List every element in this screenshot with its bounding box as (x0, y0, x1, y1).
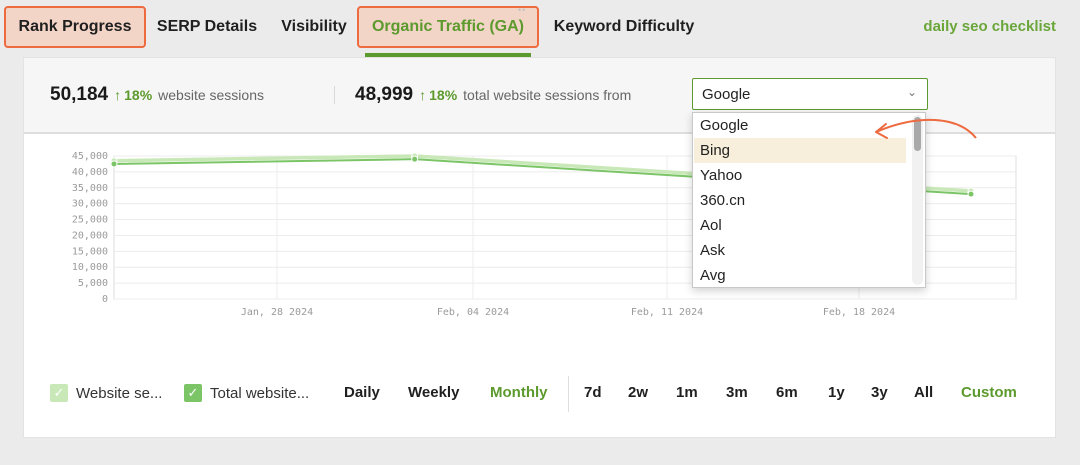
granularity-daily[interactable]: Daily (344, 384, 380, 401)
range-3m[interactable]: 3m (726, 384, 748, 401)
x-tick-label: Feb, 04 2024 (437, 307, 509, 318)
y-tick-label: 25,000 (72, 215, 108, 226)
series-point (967, 190, 975, 198)
y-tick-label: 30,000 (72, 199, 108, 210)
sessions-change: 18% (124, 87, 153, 103)
total-sessions-value: 48,999 (355, 84, 414, 105)
tab-serp-details[interactable]: SERP Details (156, 18, 258, 35)
range-1m[interactable]: 1m (676, 384, 698, 401)
source-option-google[interactable]: Google (700, 117, 749, 134)
tab-rank-progress[interactable]: Rank Progress (4, 6, 146, 48)
y-tick-label: 15,000 (72, 246, 108, 257)
scrollbar-thumb[interactable] (914, 117, 921, 151)
checkbox-checked-icon[interactable]: ✓ (184, 384, 202, 402)
checkbox-checked-icon[interactable]: ✓ (50, 384, 68, 402)
sessions-label: website sessions (158, 87, 264, 103)
website-sessions-stat: 50,184 ↑ 18% website sessions (50, 84, 264, 106)
daily-seo-checklist-link[interactable]: daily seo checklist (923, 18, 1056, 35)
x-tick-label: Jan, 28 2024 (241, 307, 313, 318)
chevron-down-icon: ⌄ (906, 85, 917, 99)
source-option-avg[interactable]: Avg (700, 267, 726, 284)
x-tick-label: Feb, 11 2024 (631, 307, 703, 318)
range-6m[interactable]: 6m (776, 384, 798, 401)
chart-controls: ✓ Website se... ✓ Total website... Daily… (24, 376, 1055, 416)
tab-bar: Rank Progress SERP Details Visibility Or… (0, 0, 1080, 58)
range-3y[interactable]: 3y (871, 384, 888, 401)
stats-bar: 50,184 ↑ 18% website sessions 48,999 ↑ 1… (24, 58, 1055, 134)
granularity-weekly[interactable]: Weekly (408, 384, 460, 401)
tab-keyword-difficulty[interactable]: Keyword Difficulty (553, 18, 695, 35)
legend-website-sessions[interactable]: ✓ Website se... (50, 384, 162, 402)
arrow-up-icon: ↑ (114, 87, 122, 103)
legend-label: Total website... (210, 384, 310, 402)
y-tick-label: 10,000 (72, 262, 108, 273)
legend-total-sessions[interactable]: ✓ Total website... (184, 384, 309, 402)
total-sessions-change: 18% (429, 87, 458, 103)
granularity-monthly[interactable]: Monthly (490, 384, 548, 401)
total-sessions-stat: 48,999 ↑ 18% total website sessions from (355, 84, 631, 106)
range-custom[interactable]: Custom (961, 384, 1017, 401)
y-tick-label: 40,000 (72, 167, 108, 178)
range-1y[interactable]: 1y (828, 384, 845, 401)
y-tick-label: 45,000 (72, 151, 108, 162)
source-option-360cn[interactable]: 360.cn (700, 192, 746, 209)
y-tick-label: 35,000 (72, 183, 108, 194)
dropdown-scrollbar[interactable] (912, 115, 923, 285)
drag-handle-icon[interactable]: •• (518, 5, 527, 15)
arrow-up-icon: ↑ (419, 87, 427, 103)
range-7d[interactable]: 7d (584, 384, 602, 401)
annotation-arrow-icon (875, 118, 977, 139)
controls-divider (568, 376, 569, 412)
series-point (411, 155, 419, 163)
stats-divider (334, 86, 335, 104)
legend-label: Website se... (76, 384, 163, 402)
source-option-bing[interactable]: Bing (694, 138, 906, 163)
selected-source: Google (702, 85, 751, 103)
source-option-yahoo[interactable]: Yahoo (700, 167, 743, 184)
y-tick-label: 5,000 (78, 278, 108, 289)
x-tick-label: Feb, 18 2024 (823, 307, 895, 318)
source-option-ask[interactable]: Ask (700, 242, 726, 259)
y-tick-label: 0 (102, 294, 108, 305)
tab-organic-traffic[interactable]: Organic Traffic (GA) (357, 6, 539, 57)
total-sessions-label: total website sessions from (463, 87, 632, 103)
range-2w[interactable]: 2w (628, 384, 649, 401)
series-point (110, 160, 118, 168)
range-all[interactable]: All (914, 384, 934, 401)
source-option-aol[interactable]: Aol (700, 217, 722, 234)
sessions-value: 50,184 (50, 84, 109, 105)
y-tick-label: 20,000 (72, 230, 108, 241)
traffic-source-dropdown: Google Bing Yahoo 360.cn Aol Ask Avg (692, 112, 926, 288)
traffic-source-select[interactable]: Google ⌄ (692, 78, 928, 110)
tab-visibility[interactable]: Visibility (281, 18, 347, 35)
